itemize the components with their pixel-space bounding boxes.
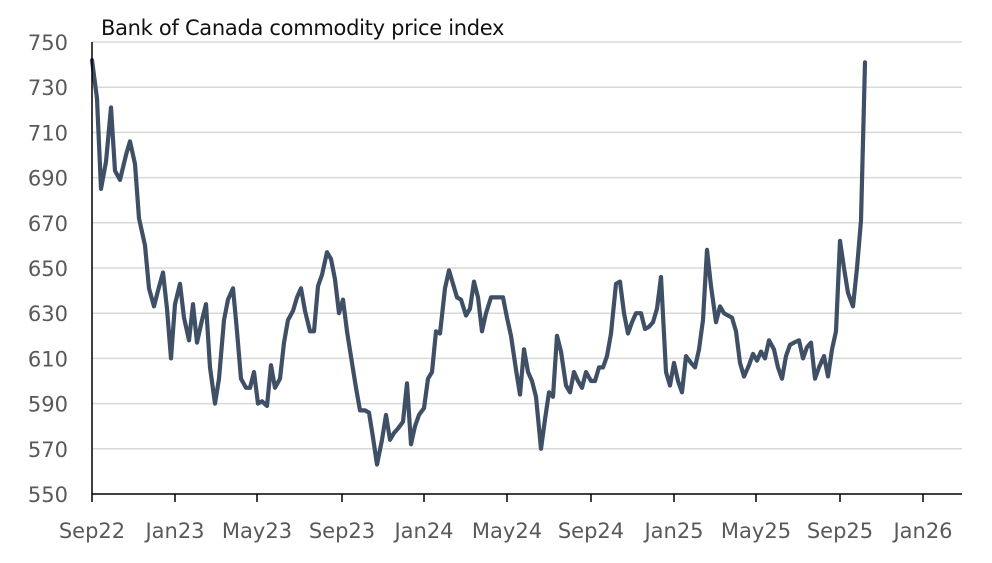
y-tick-label: 750: [28, 31, 68, 55]
series-line: [89, 57, 868, 467]
chart-title: Bank of Canada commodity price index: [101, 16, 505, 40]
x-tick-label: Jan26: [891, 519, 952, 543]
y-tick-label: 590: [28, 393, 68, 417]
y-tick-label: 610: [28, 347, 68, 371]
x-tick-label: Jan25: [642, 519, 703, 543]
y-axis-tick-labels: 550 570 590 610 630 650 670 690 710 730 750: [28, 31, 68, 507]
x-tick-label: Sep25: [807, 519, 873, 543]
gridlines: [92, 41, 962, 450]
x-tick-label: May25: [721, 519, 791, 543]
x-axis: Sep22 Jan23 May23 Sep23 Jan24 May24 Sep24 Jan25…: [59, 493, 962, 543]
y-tick-label: 730: [28, 76, 68, 100]
x-tick-label: Sep24: [558, 519, 624, 543]
y-tick-label: 710: [28, 121, 68, 145]
x-tick-label: Jan23: [143, 519, 204, 543]
x-tick-label: Jan24: [392, 519, 453, 543]
x-tick-label: Sep23: [309, 519, 375, 543]
y-tick-label: 570: [28, 438, 68, 462]
y-tick-label: 690: [28, 167, 68, 191]
y-tick-label: 550: [28, 483, 68, 507]
x-tick-label: May23: [222, 519, 292, 543]
y-tick-label: 650: [28, 257, 68, 281]
y-tick-label: 670: [28, 212, 68, 236]
x-tick-label: May24: [472, 519, 542, 543]
y-tick-label: 630: [28, 302, 68, 326]
x-tick-label: Sep22: [59, 519, 125, 543]
